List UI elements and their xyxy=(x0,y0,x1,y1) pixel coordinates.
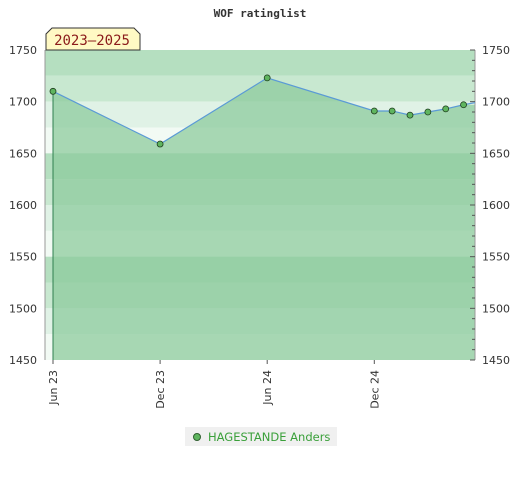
x-tick-label: Jun 24 xyxy=(261,370,274,406)
y-tick-label-left: 1550 xyxy=(9,251,37,264)
y-tick-label-right: 1550 xyxy=(482,251,510,264)
data-point xyxy=(370,107,378,115)
y-tick-label-right: 1650 xyxy=(482,147,510,160)
rating-area-fill xyxy=(53,77,475,361)
y-tick-label-right: 1750 xyxy=(482,44,510,57)
axes: 1450 1450 1500 1500 1550 1550 1600 1600 1650 1650… xyxy=(9,44,510,409)
y-tick-label-right: 1700 xyxy=(482,96,510,109)
y-tick-label-left: 1700 xyxy=(9,96,37,109)
data-point xyxy=(156,140,164,148)
data-point xyxy=(460,101,467,109)
y-tick-label-left: 1500 xyxy=(9,302,37,315)
y-tick-label-left: 1600 xyxy=(9,199,37,212)
rating-area xyxy=(53,77,475,361)
y-tick-label-right: 1450 xyxy=(482,354,510,367)
chart-title: WOF ratinglist xyxy=(214,7,307,20)
y-tick-label-left: 1750 xyxy=(9,44,37,57)
legend-marker-icon xyxy=(193,432,201,441)
data-point xyxy=(406,111,414,119)
data-point xyxy=(49,87,57,95)
period-badge: 2023–2025 xyxy=(45,27,141,51)
x-tick-label: Dec 24 xyxy=(368,370,381,409)
data-point xyxy=(388,107,396,115)
background-band xyxy=(45,50,475,76)
period-label: 2023–2025 xyxy=(54,33,130,49)
x-tick-label: Dec 23 xyxy=(154,370,167,409)
series-marks xyxy=(49,74,476,148)
y-tick-label-right: 1500 xyxy=(482,302,510,315)
legend[interactable]: HAGESTANDE Anders xyxy=(185,427,338,446)
data-point xyxy=(442,105,450,113)
series-line xyxy=(52,77,476,145)
data-point xyxy=(424,108,432,116)
y-tick-label-left: 1650 xyxy=(9,147,37,160)
x-tick-label: Jun 23 xyxy=(47,370,60,406)
y-tick-label-right: 1600 xyxy=(482,199,510,212)
legend-label: HAGESTANDE Anders xyxy=(208,429,331,444)
data-point xyxy=(263,74,271,82)
y-tick-label-left: 1450 xyxy=(9,354,37,367)
